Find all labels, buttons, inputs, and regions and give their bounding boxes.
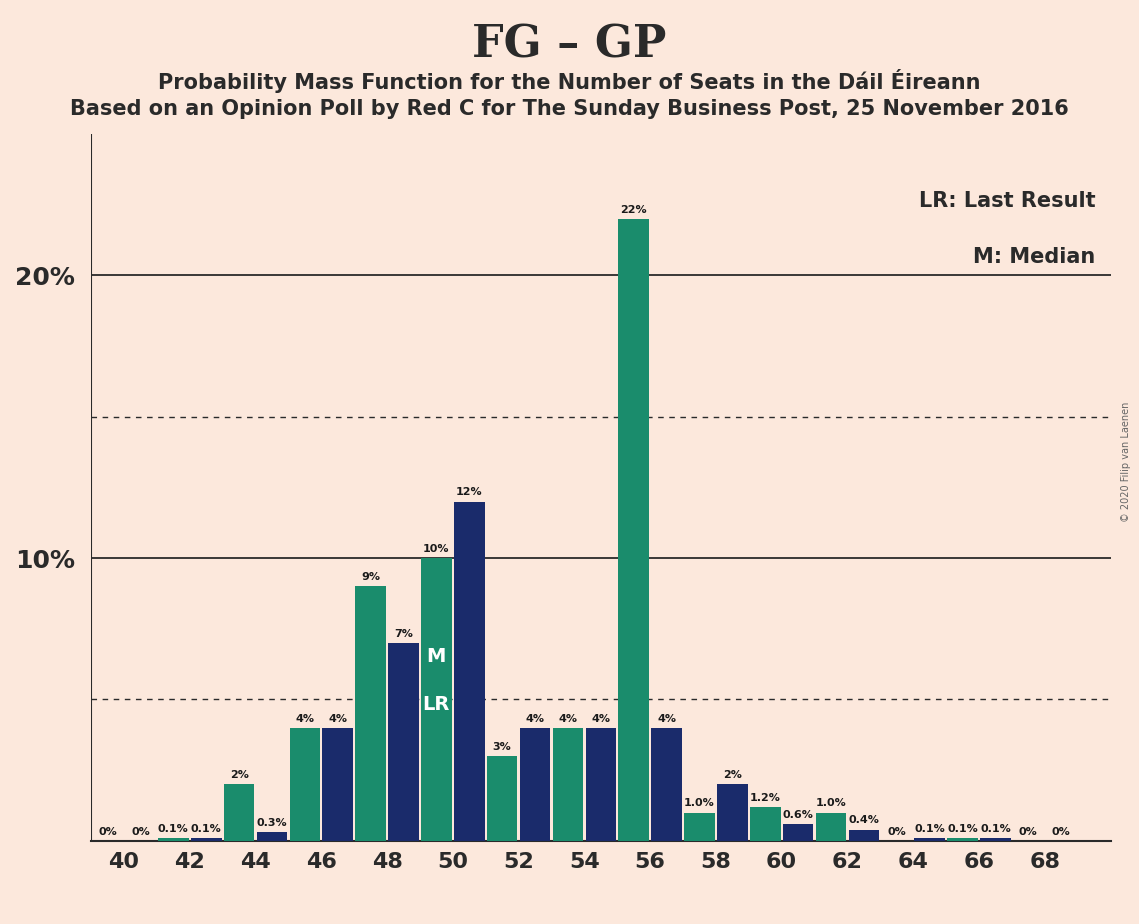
Text: M: M	[427, 647, 446, 665]
Text: 1.2%: 1.2%	[749, 793, 780, 803]
Bar	[915, 838, 945, 841]
Bar	[486, 756, 517, 841]
Text: 0.1%: 0.1%	[948, 824, 978, 833]
Bar	[849, 830, 879, 841]
Text: 4%: 4%	[657, 713, 677, 723]
Text: 0%: 0%	[1019, 827, 1038, 836]
Bar	[191, 838, 221, 841]
Text: 12%: 12%	[456, 487, 483, 497]
Text: 0%: 0%	[131, 827, 150, 836]
Text: 0.3%: 0.3%	[256, 818, 287, 828]
Text: Probability Mass Function for the Number of Seats in the Dáil Éireann: Probability Mass Function for the Number…	[158, 69, 981, 93]
Text: 0.1%: 0.1%	[915, 824, 945, 833]
Text: 9%: 9%	[361, 572, 380, 582]
Bar	[652, 728, 682, 841]
Bar	[322, 728, 353, 841]
Text: LR: LR	[423, 695, 450, 713]
Bar	[355, 587, 386, 841]
Text: 0.1%: 0.1%	[980, 824, 1010, 833]
Bar	[981, 838, 1010, 841]
Bar	[388, 643, 419, 841]
Text: 3%: 3%	[493, 742, 511, 752]
Text: M: Median: M: Median	[973, 247, 1096, 267]
Bar	[289, 728, 320, 841]
Text: 0.1%: 0.1%	[158, 824, 189, 833]
Text: 2%: 2%	[230, 770, 248, 780]
Bar	[256, 833, 287, 841]
Text: 1.0%: 1.0%	[685, 798, 715, 808]
Bar	[158, 838, 189, 841]
Text: 22%: 22%	[621, 204, 647, 214]
Text: 1.0%: 1.0%	[816, 798, 846, 808]
Bar	[618, 219, 649, 841]
Text: 2%: 2%	[723, 770, 741, 780]
Bar	[782, 824, 813, 841]
Bar	[685, 812, 715, 841]
Bar	[223, 784, 254, 841]
Text: 0.1%: 0.1%	[191, 824, 222, 833]
Text: 0%: 0%	[887, 827, 907, 836]
Bar	[454, 502, 484, 841]
Bar	[948, 838, 978, 841]
Text: 10%: 10%	[424, 544, 450, 553]
Bar	[749, 807, 780, 841]
Text: 4%: 4%	[295, 713, 314, 723]
Text: 7%: 7%	[394, 628, 413, 638]
Text: 4%: 4%	[525, 713, 544, 723]
Text: 0.6%: 0.6%	[782, 809, 813, 820]
Text: 0.4%: 0.4%	[849, 815, 879, 825]
Text: 4%: 4%	[558, 713, 577, 723]
Text: FG – GP: FG – GP	[473, 23, 666, 67]
Text: © 2020 Filip van Laenen: © 2020 Filip van Laenen	[1121, 402, 1131, 522]
Text: 4%: 4%	[591, 713, 611, 723]
Bar	[718, 784, 747, 841]
Bar	[519, 728, 550, 841]
Text: 4%: 4%	[328, 713, 347, 723]
Text: 0%: 0%	[1051, 827, 1071, 836]
Text: LR: Last Result: LR: Last Result	[919, 190, 1096, 211]
Text: 0%: 0%	[98, 827, 117, 836]
Bar	[585, 728, 616, 841]
Text: Based on an Opinion Poll by Red C for The Sunday Business Post, 25 November 2016: Based on an Opinion Poll by Red C for Th…	[71, 99, 1068, 119]
Bar	[552, 728, 583, 841]
Bar	[816, 812, 846, 841]
Bar	[421, 558, 452, 841]
